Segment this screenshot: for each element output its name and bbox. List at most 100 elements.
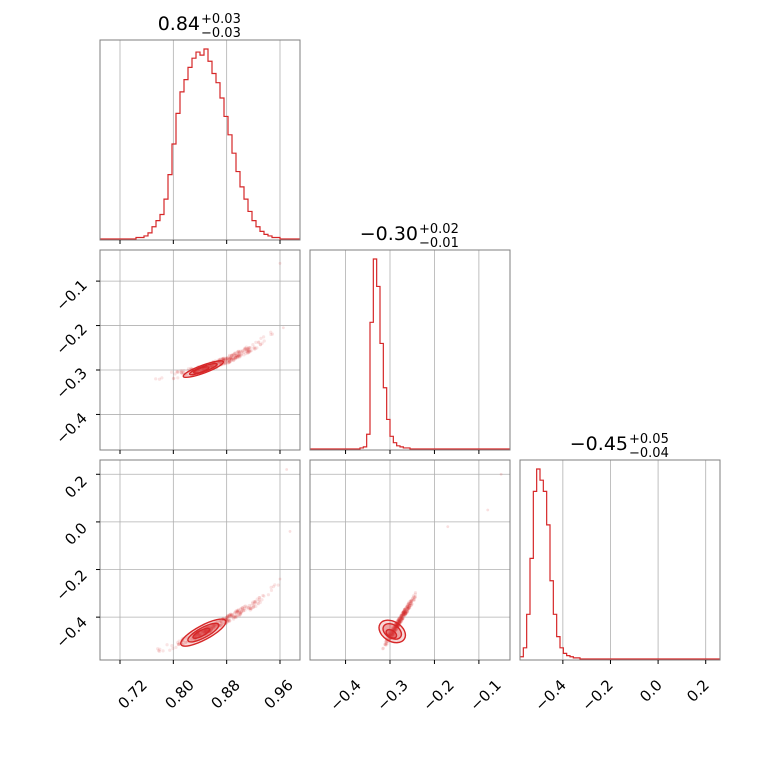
sample-point [409, 603, 413, 607]
sample-point [236, 356, 240, 360]
sample-point [401, 612, 406, 616]
sample-point [225, 614, 230, 618]
sample-point [236, 608, 240, 612]
x-ticklabel: 0.2 [683, 676, 713, 706]
sample-point [177, 642, 181, 647]
sample-point [399, 613, 404, 617]
sample-point [196, 633, 201, 637]
sample-point [228, 612, 232, 616]
sample-point [409, 599, 413, 603]
sample-point [403, 612, 408, 616]
sample-point [236, 610, 240, 614]
sample-point [399, 619, 403, 623]
sample-point [398, 619, 402, 623]
sample-point [176, 370, 180, 374]
sample-point [221, 357, 225, 361]
sample-point [404, 611, 408, 615]
sample-point [240, 352, 244, 356]
sample-point [406, 607, 410, 611]
sample-point [407, 603, 411, 607]
sample-point [403, 611, 407, 615]
sample-point [259, 336, 263, 340]
y-ticklabels-param-1: −0.1 −0.2 −0.3 −0.4 [52, 276, 90, 447]
y-ticklabel: −0.2 [52, 566, 90, 604]
sample-point [393, 627, 397, 631]
sample-point [269, 330, 273, 334]
sample-point [404, 605, 408, 610]
outlier-point [285, 468, 289, 471]
sample-point [401, 610, 405, 614]
x-ticklabel: −0.4 [326, 676, 364, 714]
y-ticklabel: −0.3 [52, 364, 90, 402]
sample-point [407, 602, 411, 606]
sample-point [387, 631, 392, 636]
sample-point [405, 610, 409, 614]
x-ticklabels-param-1: −0.4 −0.3 −0.2 −0.1 [326, 676, 504, 714]
panel-frame [309, 249, 511, 451]
sample-point [246, 605, 250, 609]
sample-point [397, 619, 401, 623]
contour-level-1 [187, 622, 220, 643]
sample-point [226, 614, 230, 618]
sample-point [389, 632, 393, 636]
sample-point [183, 640, 188, 645]
contour-level-0 [180, 618, 227, 647]
sample-point [413, 595, 417, 599]
scatter-panel-0-1 [96, 249, 301, 454]
sample-point [228, 356, 233, 360]
sample-point [156, 647, 160, 651]
sample-point [239, 610, 243, 614]
sample-point [220, 622, 224, 626]
sample-point [407, 605, 411, 609]
sample-point [181, 370, 185, 375]
sample-point [212, 623, 216, 627]
y-ticklabel: 0.0 [61, 519, 91, 549]
outlier-point [288, 530, 292, 533]
sample-point [238, 350, 242, 354]
sample-point [220, 357, 224, 361]
sample-point [203, 630, 207, 634]
sample-point [403, 607, 407, 611]
sample-point [203, 629, 207, 633]
sample-point [242, 353, 246, 357]
title-param-2: −0.45 +0.05 −0.04 [570, 432, 669, 461]
sample-point [381, 647, 385, 651]
sample-point [407, 602, 411, 606]
sample-point [397, 617, 401, 621]
sample-point [224, 615, 228, 620]
sample-point [243, 346, 247, 350]
sample-point [396, 618, 400, 622]
sample-point [229, 615, 234, 619]
sample-point [412, 595, 416, 599]
sample-point [243, 604, 247, 608]
title-plus: +0.02 [419, 222, 459, 237]
sample-point [242, 350, 246, 355]
sample-point [405, 609, 409, 613]
sample-point [209, 628, 214, 632]
sample-point [219, 622, 223, 626]
x-ticklabel: −0.1 [466, 676, 504, 714]
hist-panel-0 [99, 39, 301, 244]
sample-point [399, 617, 404, 621]
sample-point [400, 613, 404, 617]
sample-point [233, 615, 237, 619]
sample-point [406, 605, 410, 609]
sample-point [403, 610, 407, 614]
sample-point [227, 619, 231, 623]
sample-point [401, 613, 405, 617]
sample-point [177, 642, 181, 646]
sample-point [223, 362, 228, 366]
sample-point [225, 356, 229, 360]
sample-point [409, 601, 414, 605]
sample-point [225, 356, 230, 360]
sample-point [226, 620, 230, 624]
sample-point [245, 349, 249, 353]
sample-point [229, 357, 234, 361]
y-ticklabel: −0.4 [52, 613, 90, 651]
panel-content [156, 468, 292, 653]
sample-point [392, 627, 396, 631]
sample-point [157, 649, 162, 653]
sample-point [408, 604, 412, 608]
sample-point [385, 640, 389, 644]
